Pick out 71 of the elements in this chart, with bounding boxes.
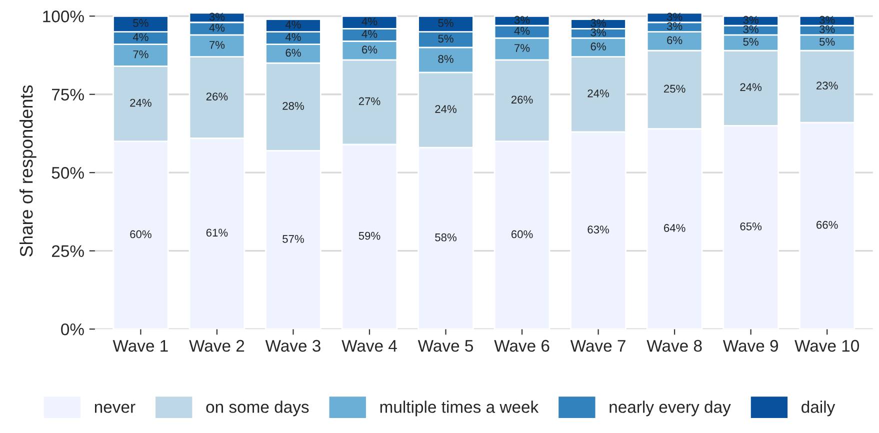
data-label: 7%	[133, 50, 148, 58]
data-label: 26%	[206, 92, 228, 100]
legend-label: daily	[802, 400, 836, 416]
legend-label: on some days	[206, 400, 309, 416]
x-tick-label: Wave 7	[570, 340, 626, 352]
data-label: 3%	[590, 28, 606, 36]
data-label: 6%	[590, 42, 606, 50]
legend-label: never	[94, 404, 136, 413]
data-label: 5%	[820, 38, 835, 46]
data-label: 4%	[362, 30, 378, 38]
x-tick-label: Wave 1	[112, 340, 168, 352]
data-label: 25%	[664, 84, 686, 93]
data-label: 6%	[667, 36, 682, 44]
data-label: 24%	[130, 98, 152, 107]
data-label: 4%	[285, 33, 301, 41]
legend-label: multiple times a week	[380, 400, 539, 416]
x-tick-label: Wave 2	[189, 340, 244, 352]
data-label: 66%	[816, 220, 838, 229]
data-label: 3%	[743, 16, 758, 24]
y-tick-label: 0%	[61, 323, 84, 336]
data-label: 4%	[285, 20, 301, 28]
y-tick-label: 75%	[52, 88, 84, 101]
data-label: 8%	[438, 55, 454, 63]
y-axis-title: Share of respondents	[20, 85, 36, 257]
data-label: 3%	[743, 25, 758, 34]
data-label: 27%	[358, 97, 380, 106]
data-label: 5%	[438, 34, 454, 43]
y-tick-label: 50%	[52, 167, 84, 179]
data-label: 61%	[206, 228, 228, 237]
data-label: 4%	[362, 18, 378, 26]
data-label: 59%	[358, 232, 380, 240]
data-label: 26%	[511, 96, 533, 104]
data-label: 5%	[438, 19, 454, 27]
data-label: 28%	[282, 102, 304, 110]
data-label: 3%	[819, 16, 835, 24]
data-label: 24%	[435, 105, 456, 113]
x-tick-label: Wave 3	[265, 340, 320, 352]
data-label: 4%	[514, 26, 530, 35]
data-label: 3%	[666, 12, 682, 21]
data-label: 4%	[209, 24, 225, 32]
data-label: 23%	[816, 82, 838, 90]
x-tick-label: Wave 9	[722, 340, 778, 352]
y-tick-label: 25%	[52, 245, 84, 258]
data-label: 63%	[588, 226, 610, 234]
data-label: 7%	[210, 41, 225, 49]
x-tick-label: Wave 10	[794, 340, 860, 352]
data-label: 6%	[286, 48, 301, 57]
y-tick-label: 100%	[43, 10, 84, 22]
data-label: 6%	[362, 46, 378, 54]
data-label: 7%	[514, 44, 530, 52]
data-label: 64%	[664, 224, 686, 232]
data-label: 3%	[590, 19, 606, 27]
data-label: 3%	[514, 16, 530, 24]
x-tick-label: Wave 8	[646, 340, 702, 352]
x-tick-label: Wave 6	[494, 340, 550, 352]
data-label: 5%	[743, 38, 758, 46]
data-label: 60%	[511, 230, 533, 238]
data-label: 3%	[666, 22, 682, 30]
data-label: 60%	[130, 230, 152, 238]
data-label: 24%	[588, 89, 610, 98]
data-label: 65%	[740, 222, 762, 230]
data-label: 57%	[282, 235, 304, 243]
data-label: 3%	[209, 12, 225, 21]
x-tick-label: Wave 5	[418, 340, 473, 352]
data-label: 4%	[132, 33, 148, 41]
data-label: 24%	[740, 83, 762, 92]
data-label: 3%	[819, 25, 835, 34]
data-label: 58%	[435, 233, 456, 242]
data-label: 5%	[133, 19, 148, 27]
x-tick-label: Wave 4	[342, 340, 397, 352]
legend-label: nearly every day	[610, 400, 731, 416]
